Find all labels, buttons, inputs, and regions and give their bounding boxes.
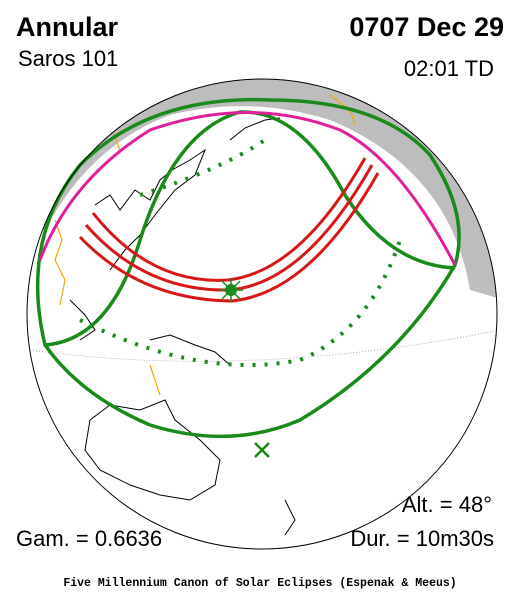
date: 0707 Dec 29 [349, 12, 504, 42]
night-region [27, 79, 497, 300]
eclipse-type: Annular [16, 12, 118, 42]
duration: Dur. = 10m30s [350, 526, 494, 551]
max-eclipse-line [38, 111, 457, 266]
footer: Five Millennium Canon of Solar Eclipses … [63, 577, 456, 590]
time: 02:01 TD [404, 56, 494, 81]
subsolar-point [254, 442, 270, 458]
globe-outline [26, 78, 498, 550]
gamma: Gam. = 0.6636 [16, 526, 162, 551]
equator [29, 329, 497, 362]
greatest-eclipse [219, 278, 243, 302]
altitude: Alt. = 48° [402, 492, 492, 517]
saros: Saros 101 [18, 46, 118, 71]
